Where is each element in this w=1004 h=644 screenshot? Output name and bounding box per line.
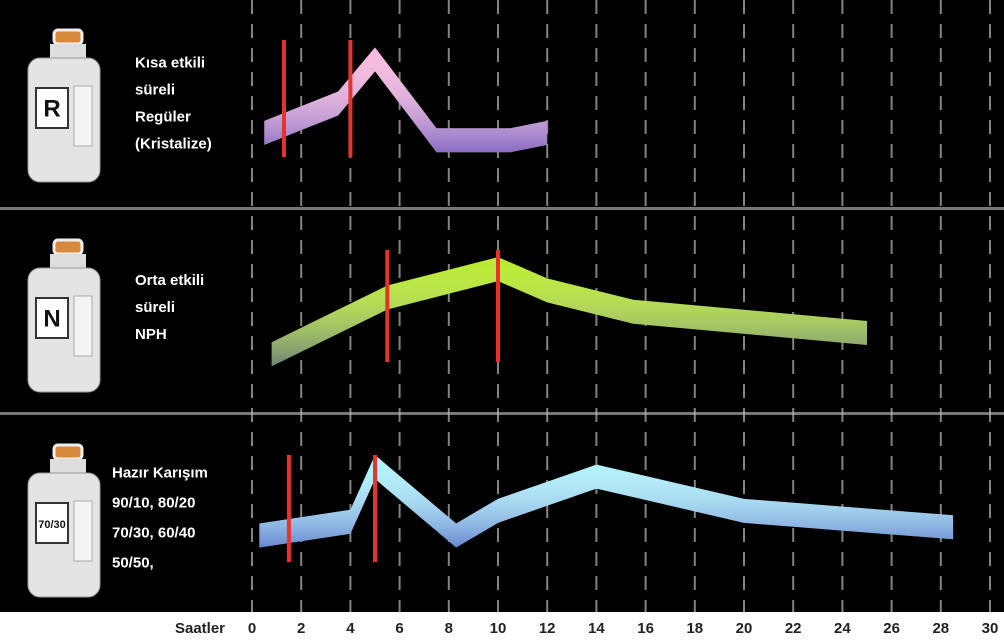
x-tick-label: 30 [982,620,999,637]
vial-label: N [43,305,60,332]
x-tick-label: 20 [736,620,753,637]
x-tick-label: 26 [883,620,900,637]
panel-label: Regüler [135,108,191,125]
x-tick-label: 28 [932,620,949,637]
x-tick-label: 14 [588,620,605,637]
x-tick-label: 12 [539,620,556,637]
x-tick-label: 6 [395,620,403,637]
x-tick-label: 16 [637,620,654,637]
x-tick-label: 4 [346,620,355,637]
vial-cap [54,240,82,254]
panel-label: süreli [135,81,175,98]
x-tick-label: 18 [686,620,703,637]
panel-label: süreli [135,299,175,316]
panel-label: (Kristalize) [135,135,212,152]
panel-label: 70/30, 60/40 [112,524,195,541]
vial-side [74,296,92,356]
vial-label: 70/30 [38,519,66,531]
x-tick-label: 2 [297,620,305,637]
vial-side [74,86,92,146]
x-tick-label: 24 [834,620,851,637]
x-axis-label: Saatler [175,620,225,637]
separator [0,207,1004,210]
vial-cap [54,445,82,459]
vial-cap [54,30,82,44]
panel-label: NPH [135,326,167,343]
panel-label: Hazır Karışım [112,464,208,481]
panel-label: Orta etkili [135,272,204,289]
x-tick-label: 0 [248,620,256,637]
panel-label: 90/10, 80/20 [112,494,195,511]
x-tick-label: 10 [490,620,507,637]
vial-side [74,501,92,561]
vial-label: R [43,95,60,122]
x-tick-label: 22 [785,620,802,637]
x-tick-label: 8 [445,620,453,637]
separator [0,412,1004,415]
panel-label: 50/50, [112,554,154,571]
chart: Saatler 024681012141618202224262830RKısa… [0,0,1004,644]
panel-label: Kısa etkili [135,54,205,71]
